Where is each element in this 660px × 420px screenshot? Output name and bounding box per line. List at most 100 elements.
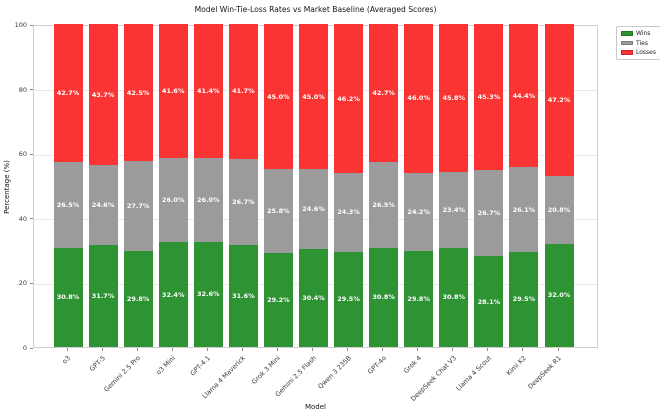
bar-segment-wins: 29.2% [263, 252, 293, 347]
x-tick-mark [206, 348, 208, 351]
bar-segment-ties: 26.1% [509, 167, 539, 252]
y-tick-mark [30, 347, 33, 349]
bar-segment-wins: 31.7% [88, 244, 118, 347]
x-tick-label: GPT-4o [263, 352, 388, 376]
legend-item-wins: Wins [621, 30, 656, 37]
bar-value-label: 45.8% [442, 93, 466, 102]
bar-segment-losses: 43.7% [88, 24, 118, 166]
bar-value-label: 32.6% [197, 290, 220, 299]
bar-segment-losses: 41.6% [158, 24, 188, 159]
x-tick-label: DeepSeek R1 [438, 352, 563, 391]
bar-segment-ties: 24.3% [334, 173, 364, 252]
x-tick-label: Grok 4 [298, 352, 423, 375]
legend-label: Ties [636, 39, 648, 47]
x-tick-label: o3 Mini [52, 352, 177, 376]
legend-item-ties: Ties [621, 40, 656, 47]
bar-value-label: 30.8% [372, 293, 395, 302]
bar-value-label: 25.8% [267, 207, 290, 216]
bar-value-label: 23.4% [442, 205, 466, 214]
x-axis-title: Model [304, 403, 327, 411]
legend-swatch-losses [621, 50, 633, 55]
bar-value-label: 24.2% [407, 207, 430, 216]
bar-segment-losses: 46.0% [404, 24, 434, 173]
x-tick-mark [452, 348, 454, 351]
x-tick-label: Qwen 3 235B [228, 352, 353, 391]
bar-segment-ties: 24.6% [88, 165, 118, 245]
bar-value-label: 28.1% [477, 297, 501, 306]
bar-value-label: 45.3% [477, 92, 501, 101]
x-tick-label: Gemini 2.5 Flash [193, 352, 317, 398]
bar-segment-ties: 27.7% [123, 161, 153, 251]
bar-value-label: 31.6% [232, 291, 255, 300]
legend-item-losses: Losses [621, 49, 656, 56]
bar-segment-ties: 24.2% [404, 172, 434, 251]
bar-segment-wins: 29.8% [123, 250, 153, 347]
x-tick-label: GPT-4.1 [87, 352, 212, 377]
x-tick-mark [382, 348, 384, 351]
x-tick-mark [557, 348, 559, 351]
bar-segment-wins: 29.8% [404, 250, 434, 347]
x-tick-label: Llama 4 Scout [368, 352, 492, 392]
bar-value-label: 41.7% [232, 87, 255, 96]
bar-segment-losses: 45.0% [263, 24, 293, 170]
bar-value-label: 27.7% [126, 202, 150, 211]
bar-value-label: 24.6% [302, 205, 325, 214]
bar-segment-ties: 26.7% [474, 170, 504, 257]
bar-segment-ties: 26.5% [369, 161, 399, 248]
bar-value-label: 42.7% [56, 88, 80, 97]
bar-value-label: 26.7% [232, 197, 255, 206]
y-tick-label: 80 [18, 85, 27, 94]
bar-segment-ties: 26.7% [228, 158, 258, 245]
bar-value-label: 29.2% [267, 295, 290, 304]
bar-value-label: 45.0% [302, 92, 325, 101]
bar-value-label: 46.0% [407, 94, 430, 103]
bar-segment-wins: 30.8% [439, 247, 469, 347]
legend-swatch-ties [621, 40, 633, 46]
x-tick-label: Gemini 2.5 Pro [17, 352, 143, 394]
y-tick-label: 0 [22, 344, 27, 352]
bar-value-label: 41.6% [161, 87, 185, 96]
bar-segment-losses: 44.4% [509, 24, 539, 168]
bar-segment-losses: 42.5% [123, 24, 153, 162]
bar-value-label: 26.1% [512, 205, 536, 214]
bar-value-label: 26.0% [197, 195, 220, 204]
bar-segment-wins: 28.1% [474, 256, 504, 347]
legend-label: Losses [636, 49, 656, 56]
y-tick-mark [30, 24, 33, 26]
bar-segment-losses: 42.7% [53, 24, 83, 162]
bar-value-label: 20.8% [547, 206, 571, 215]
y-tick-mark [30, 153, 33, 155]
x-tick-label: Grok 3 Mini [157, 352, 283, 386]
bar-value-label: 46.2% [337, 94, 360, 103]
bar-segment-ties: 26.0% [193, 157, 223, 242]
bar-segment-losses: 41.4% [193, 24, 223, 158]
plot-area: 30.8% 26.5% 42.7% 31.7% 24.6% 43.7% 29.8% 27.7%… [33, 23, 598, 348]
y-axis-title: Percentage (%) [3, 160, 11, 214]
y-tick-label: 100 [14, 21, 27, 29]
x-tick-mark [66, 348, 68, 351]
bar-segment-losses: 45.0% [299, 24, 328, 170]
bar-value-label: 31.7% [91, 291, 115, 300]
bar-value-label: 26.0% [161, 196, 185, 205]
bar-value-label: 30.8% [442, 293, 466, 302]
bar-segment-ties: 26.0% [158, 158, 188, 243]
bar-segment-losses: 47.2% [544, 24, 574, 177]
bar-value-label: 29.5% [512, 295, 536, 304]
y-tick-mark [30, 282, 33, 284]
y-tick-label: 40 [18, 214, 27, 223]
x-tick-mark [241, 348, 243, 351]
bar-value-label: 24.6% [91, 200, 115, 209]
legend-swatch-wins [621, 31, 633, 36]
x-tick-label: Llama 4 Maverick [122, 352, 247, 400]
bar-value-label: 43.7% [91, 90, 115, 99]
bar-value-label: 29.5% [337, 295, 360, 304]
bar-value-label: 32.0% [547, 291, 571, 300]
bar-segment-wins: 32.6% [193, 241, 223, 347]
bar-value-label: 26.5% [372, 200, 395, 209]
bar-segment-losses: 45.8% [439, 24, 469, 172]
bar-segment-wins: 29.5% [334, 251, 364, 347]
x-tick-mark [101, 348, 103, 351]
x-tick-mark [487, 348, 489, 351]
y-tick-label: 20 [18, 279, 27, 288]
bar-segment-wins: 29.5% [509, 251, 539, 347]
